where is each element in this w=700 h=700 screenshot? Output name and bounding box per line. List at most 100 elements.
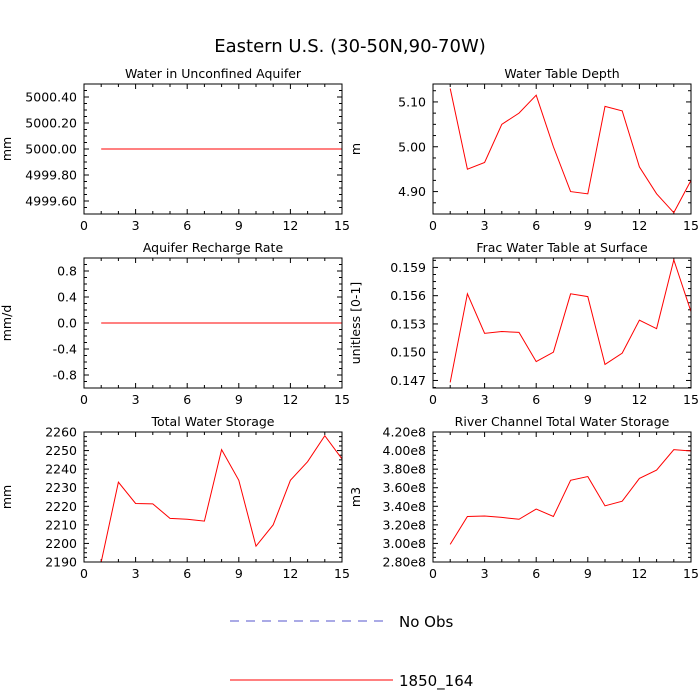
panel-frac-water-table-at-surface-xtick-label: 15 — [683, 392, 699, 407]
panel-frac-water-table-at-surface: Frac Water Table at Surface unitless [0-1… — [348, 240, 699, 407]
panel-water-table-depth-ytick-label: 5.00 — [398, 139, 426, 154]
legend-label-no-obs: No Obs — [399, 613, 453, 631]
panel-frac-water-table-at-surface-title: Frac Water Table at Surface — [476, 240, 648, 255]
panel-aquifer-recharge-rate-ytick-label: 0.8 — [57, 264, 77, 279]
panel-aquifer-recharge-rate-ytick-label: 0.0 — [57, 316, 77, 331]
panel-water-in-unconfined-aquifer-frame — [83, 83, 343, 215]
panel-frac-water-table-at-surface-xtick-label: 9 — [584, 392, 592, 407]
panel-frac-water-table-at-surface-ylabel: unitless [0-1] — [348, 282, 363, 365]
panel-total-water-storage-title: Total Water Storage — [151, 414, 275, 429]
panel-river-channel-total-water-storage-ytick-label: 3.40e8 — [383, 499, 427, 514]
panel-total-water-storage: Total Water Storage mm 0 3 6 9 12 15 2190 2200 221… — [0, 414, 350, 581]
panel-total-water-storage-xtick-label: 3 — [132, 566, 140, 581]
panel-frac-water-table-at-surface-xtick-label: 12 — [631, 392, 647, 407]
panel-frac-water-table-at-surface-xtick-label: 0 — [429, 392, 437, 407]
panel-total-water-storage-ytick-label: 2190 — [45, 555, 77, 570]
panel-aquifer-recharge-rate-ylabel: mm/d — [0, 305, 14, 342]
panel-frac-water-table-at-surface-ytick-label: 0.156 — [390, 288, 426, 303]
panel-total-water-storage-ylabel: mm — [0, 485, 14, 509]
panel-river-channel-total-water-storage-xtick-label: 9 — [584, 566, 592, 581]
panel-river-channel-total-water-storage-series-1850-164 — [449, 449, 692, 545]
panel-water-table-depth-xtick-label: 6 — [532, 218, 540, 233]
panel-water-in-unconfined-aquifer: Water in Unconfined Aquifer mm 0 3 6 9 12 15 499… — [0, 66, 350, 233]
panel-total-water-storage-xtick-label: 6 — [183, 566, 191, 581]
legend: No Obs 1850_164 — [230, 613, 473, 691]
panel-total-water-storage-xtick-label: 12 — [282, 566, 298, 581]
panel-river-channel-total-water-storage-frame — [432, 431, 692, 563]
panel-water-table-depth-xtick-label: 15 — [683, 218, 699, 233]
panel-aquifer-recharge-rate-xtick-label: 3 — [132, 392, 140, 407]
panel-total-water-storage-ytick-label: 2210 — [45, 517, 77, 532]
panel-aquifer-recharge-rate-xtick-label: 15 — [334, 392, 350, 407]
panel-water-table-depth-series-1850-164 — [449, 88, 692, 214]
panel-aquifer-recharge-rate-xtick-label: 0 — [80, 392, 88, 407]
legend-label-1850-164: 1850_164 — [399, 672, 473, 691]
panel-river-channel-total-water-storage-ytick-label: 4.00e8 — [383, 443, 427, 458]
panel-aquifer-recharge-rate-xtick-label: 9 — [235, 392, 243, 407]
panel-water-table-depth-xtick-label: 12 — [631, 218, 647, 233]
panel-river-channel-total-water-storage-xtick-label: 12 — [631, 566, 647, 581]
panel-river-channel-total-water-storage-ytick-label: 2.80e8 — [383, 555, 427, 570]
panel-river-channel-total-water-storage-title: River Channel Total Water Storage — [455, 414, 670, 429]
panel-total-water-storage-ytick-label: 2220 — [45, 499, 77, 514]
panel-water-table-depth-ylabel: m — [348, 143, 363, 155]
panel-aquifer-recharge-rate-frame — [83, 257, 343, 389]
panel-total-water-storage-frame — [83, 431, 343, 563]
panel-total-water-storage-ytick-label: 2250 — [45, 443, 77, 458]
panel-river-channel-total-water-storage-ytick-label: 3.60e8 — [383, 480, 427, 495]
panel-water-in-unconfined-aquifer-xtick-label: 15 — [334, 218, 350, 233]
panel-water-table-depth-ytick-label: 4.90 — [398, 184, 426, 199]
panel-water-table-depth-title: Water Table Depth — [504, 66, 619, 81]
panel-frac-water-table-at-surface-ytick-label: 0.147 — [390, 373, 426, 388]
panel-river-channel-total-water-storage-ylabel: m3 — [348, 487, 363, 507]
panel-total-water-storage-xtick-label: 9 — [235, 566, 243, 581]
panel-water-in-unconfined-aquifer-xtick-label: 0 — [80, 218, 88, 233]
panel-river-channel-total-water-storage: River Channel Total Water Storage m3 0 3 6 9 1… — [348, 414, 699, 581]
panel-aquifer-recharge-rate: Aquifer Recharge Rate mm/d 0 3 6 9 12 15 -0.8 -0.… — [0, 240, 350, 407]
panel-water-in-unconfined-aquifer-ytick-label: 5000.00 — [25, 142, 77, 157]
panel-aquifer-recharge-rate-ytick-label: -0.8 — [53, 368, 77, 383]
panel-aquifer-recharge-rate-ytick-label: 0.4 — [57, 290, 77, 305]
panel-total-water-storage-ytick-label: 2240 — [45, 462, 77, 477]
panel-river-channel-total-water-storage-ytick-label: 3.80e8 — [383, 462, 427, 477]
panel-aquifer-recharge-rate-ytick-label: -0.4 — [53, 342, 77, 357]
panel-river-channel-total-water-storage-ytick-label: 4.20e8 — [383, 425, 427, 440]
panel-aquifer-recharge-rate-title: Aquifer Recharge Rate — [143, 240, 284, 255]
panel-aquifer-recharge-rate-xtick-label: 6 — [183, 392, 191, 407]
panel-frac-water-table-at-surface-xtick-label: 3 — [481, 392, 489, 407]
panel-frac-water-table-at-surface-series-1850-164 — [449, 258, 692, 383]
panels-group: Water in Unconfined Aquifer mm 0 3 6 9 12 15 499… — [0, 66, 699, 581]
panel-aquifer-recharge-rate-xtick-label: 12 — [282, 392, 298, 407]
panel-total-water-storage-ytick-label: 2200 — [45, 536, 77, 551]
panel-total-water-storage-xtick-label: 15 — [334, 566, 350, 581]
panel-water-table-depth-xtick-label: 0 — [429, 218, 437, 233]
panel-frac-water-table-at-surface-ytick-label: 0.159 — [390, 260, 426, 275]
panel-water-in-unconfined-aquifer-ytick-label: 4999.80 — [25, 168, 77, 183]
panel-frac-water-table-at-surface-ytick-label: 0.153 — [390, 316, 426, 331]
panel-water-in-unconfined-aquifer-title: Water in Unconfined Aquifer — [125, 66, 302, 81]
panel-river-channel-total-water-storage-xtick-label: 6 — [532, 566, 540, 581]
panel-frac-water-table-at-surface-xtick-label: 6 — [532, 392, 540, 407]
panel-frac-water-table-at-surface-ytick-label: 0.150 — [390, 345, 426, 360]
panel-total-water-storage-xtick-label: 0 — [80, 566, 88, 581]
panel-river-channel-total-water-storage-xtick-label: 0 — [429, 566, 437, 581]
panel-water-table-depth-xtick-label: 9 — [584, 218, 592, 233]
panel-water-in-unconfined-aquifer-xtick-label: 3 — [132, 218, 140, 233]
panel-water-table-depth-ytick-label: 5.10 — [398, 94, 426, 109]
panel-water-in-unconfined-aquifer-ytick-label: 5000.20 — [25, 116, 77, 131]
panel-river-channel-total-water-storage-xtick-label: 15 — [683, 566, 699, 581]
panel-water-table-depth: Water Table Depth m 0 3 6 9 12 15 4.90 5.00 5.10 — [348, 66, 699, 233]
panel-frac-water-table-at-surface-frame — [432, 257, 692, 389]
panel-water-table-depth-frame — [432, 83, 692, 215]
panel-river-channel-total-water-storage-ytick-label: 3.20e8 — [383, 517, 427, 532]
panel-total-water-storage-series-1850-164 — [100, 434, 343, 563]
panel-water-in-unconfined-aquifer-ytick-label: 4999.60 — [25, 194, 77, 209]
panel-water-table-depth-xtick-label: 3 — [481, 218, 489, 233]
panel-total-water-storage-ytick-label: 2230 — [45, 480, 77, 495]
panel-water-in-unconfined-aquifer-xtick-label: 6 — [183, 218, 191, 233]
panel-water-in-unconfined-aquifer-ylabel: mm — [0, 137, 14, 161]
panel-river-channel-total-water-storage-xtick-label: 3 — [481, 566, 489, 581]
panel-water-in-unconfined-aquifer-xtick-label: 9 — [235, 218, 243, 233]
panel-river-channel-total-water-storage-ytick-label: 3.00e8 — [383, 536, 427, 551]
